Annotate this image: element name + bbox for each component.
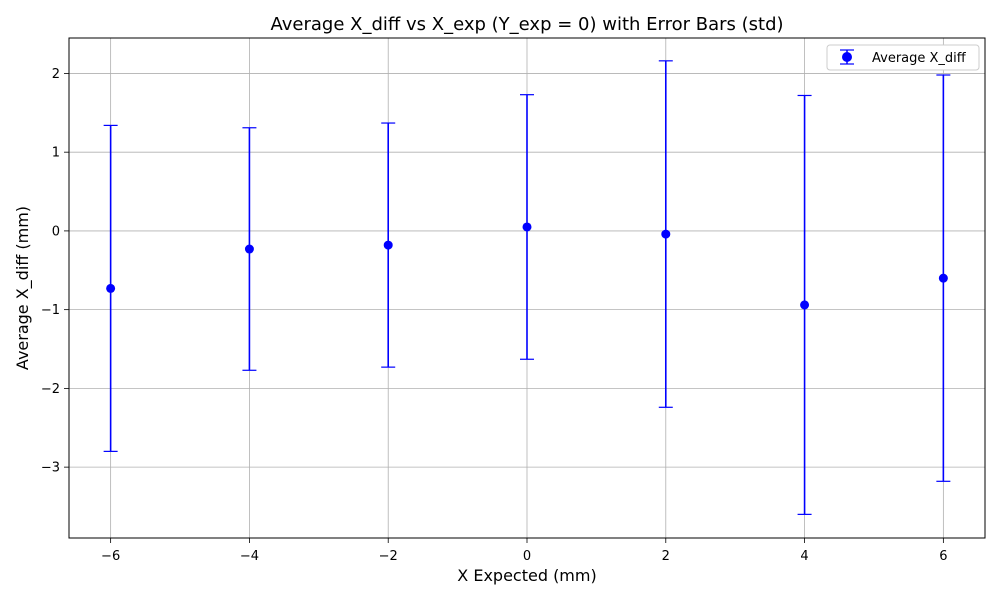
chart-title: Average X_diff vs X_exp (Y_exp = 0) with… (270, 14, 783, 35)
y-tick-label: −2 (41, 382, 60, 397)
x-tick-label: 0 (523, 549, 531, 564)
y-tick-label: 0 (52, 224, 60, 239)
x-axis-label: X Expected (mm) (457, 566, 596, 585)
ticks: −6 −4 −2 0 2 4 6 2 1 0 −1 −2 −3 (41, 67, 948, 564)
data-point (106, 283, 116, 293)
y-tick-label: 2 (52, 67, 60, 82)
legend-marker (842, 52, 852, 62)
data-point (661, 229, 671, 239)
x-tick-label: 4 (800, 549, 808, 564)
y-tick-label: −1 (41, 303, 60, 318)
legend-label: Average X_diff (872, 51, 967, 66)
legend: Average X_diff (826, 44, 980, 71)
data-point (244, 244, 254, 254)
y-tick-label: 1 (52, 146, 60, 161)
x-tick-label: −4 (240, 549, 259, 564)
data-point (383, 240, 393, 250)
x-tick-label: 6 (939, 549, 947, 564)
y-axis-label: Average X_diff (mm) (13, 206, 33, 370)
x-tick-label: −6 (101, 549, 120, 564)
y-tick-label: −3 (41, 461, 60, 476)
data-point (522, 222, 532, 232)
legend-box (826, 44, 980, 71)
data-point (800, 300, 810, 310)
data-point (938, 273, 948, 283)
data-series (103, 60, 951, 515)
x-tick-label: −2 (379, 549, 398, 564)
x-tick-label: 2 (662, 549, 670, 564)
